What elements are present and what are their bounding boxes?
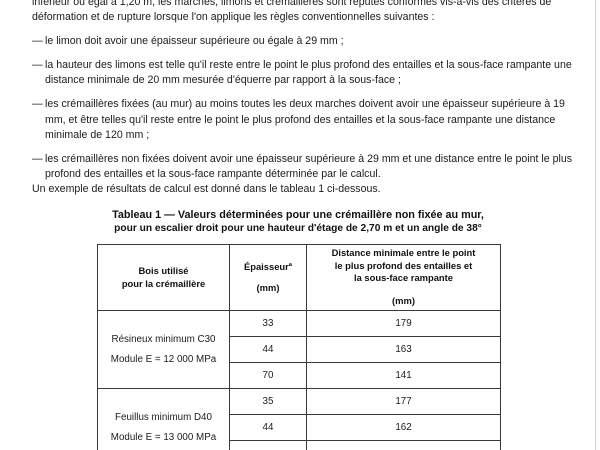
column-header-distance-unit: (mm) [392, 295, 415, 307]
list-item: — le limon doit avoir une épaisseur supé… [32, 34, 577, 49]
table-caption-line2: pour un escalier droit pour une hauteur … [114, 223, 482, 234]
thickness-value: 33 [229, 310, 307, 337]
distance-value: 162 [306, 414, 501, 441]
wood-type-cell: Feuillus minimum D40 Module E = 13 000 M… [97, 388, 230, 450]
list-dash: — [32, 59, 43, 72]
list-item-text: la hauteur des limons est telle qu'il re… [45, 59, 572, 87]
wood-type-line2: Module E = 12 000 MPa [110, 353, 217, 365]
intro-paragraph: inférieur ou égal à 1,20 m, les marches,… [32, 0, 552, 24]
thickness-value [229, 440, 307, 450]
thickness-value: 70 [229, 362, 307, 389]
table-row: Feuillus minimum D40 Module E = 13 000 M… [97, 388, 501, 450]
column-header-distance-line2: le plus profond des entailles et [334, 259, 473, 271]
table-caption-line1: Tableau 1 — Valeurs déterminées pour une… [112, 209, 484, 221]
table-row [98, 440, 501, 450]
wood-type-cell: Résineux minimum C30 Module E = 12 000 M… [97, 310, 230, 389]
list-dash: — [32, 35, 43, 48]
body-text-block: inférieur ou égal à 1,20 m, les marches,… [32, 0, 577, 197]
wood-type-line1: Résineux minimum C30 [111, 333, 216, 345]
table-caption: Tableau 1 — Valeurs déterminées pour une… [78, 208, 518, 236]
thickness-value: 35 [229, 388, 307, 415]
column-header-thickness: Épaisseura (mm) [229, 244, 307, 311]
distance-value: 163 [306, 336, 501, 363]
list-item-text: les crémaillères fixées (au mur) au moin… [45, 98, 565, 141]
table-row: 44 162 [98, 414, 501, 441]
list-item-text: le limon doit avoir une épaisseur supéri… [45, 35, 344, 48]
distance-value [306, 440, 501, 450]
column-header-wood: Bois utilisé pour la crémaillère [97, 244, 230, 311]
distance-value: 179 [306, 310, 501, 337]
wood-type-line1: Feuillus minimum D40 [115, 411, 212, 423]
column-header-thickness-unit: (mm) [256, 282, 280, 293]
list-item: — les crémaillères non fixées doivent av… [32, 152, 577, 182]
table-block: Tableau 1 — Valeurs déterminées pour une… [97, 208, 501, 450]
list-item: — la hauteur des limons est telle qu'il … [32, 58, 577, 88]
list-dash: — [32, 152, 43, 165]
table-head: Bois utilisé pour la crémaillère Épaisse… [97, 244, 501, 311]
table-header-row: Bois utilisé pour la crémaillère Épaisse… [97, 244, 501, 311]
thickness-value: 44 [229, 414, 307, 441]
column-header-wood-line2: pour la crémaillère [121, 277, 206, 289]
column-header-thickness-label: Épaisseur [243, 260, 289, 272]
column-header-distance-line3: la sous-face rampante [354, 272, 453, 283]
list-item-text: les crémaillères non fixées doivent avoi… [45, 152, 573, 180]
column-header-wood-line1: Bois utilisé [138, 265, 189, 277]
table-body: Résineux minimum C30 Module E = 12 000 M… [97, 310, 501, 450]
table-row: 70 141 [98, 362, 501, 389]
footnote-marker-a: a [288, 261, 293, 268]
closing-paragraph: Un exemple de résultats de calcul est do… [32, 182, 381, 195]
column-header-distance: Distance minimale entre le point le plus… [306, 244, 501, 311]
wood-type-line2: Module E = 13 000 MPa [110, 431, 217, 443]
distance-value: 177 [306, 388, 501, 415]
distance-value: 141 [306, 362, 501, 389]
list-dash: — [32, 98, 43, 111]
list-item: — les crémaillères fixées (au mur) au mo… [32, 97, 577, 142]
column-header-distance-line1: Distance minimale entre le point [331, 247, 476, 259]
table-row: Résineux minimum C30 Module E = 12 000 M… [97, 310, 501, 389]
results-table: Bois utilisé pour la crémaillère Épaisse… [97, 244, 501, 450]
thickness-value: 44 [229, 336, 307, 363]
